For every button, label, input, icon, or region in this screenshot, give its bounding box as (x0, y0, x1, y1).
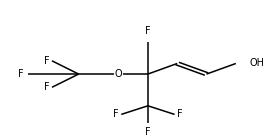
Text: F: F (177, 109, 183, 119)
Text: F: F (113, 109, 119, 119)
Text: OH: OH (249, 59, 264, 68)
Text: F: F (145, 127, 151, 137)
Text: O: O (115, 69, 122, 79)
Text: F: F (145, 26, 151, 36)
Text: F: F (44, 82, 49, 92)
Text: F: F (18, 69, 24, 79)
Text: F: F (44, 56, 49, 66)
